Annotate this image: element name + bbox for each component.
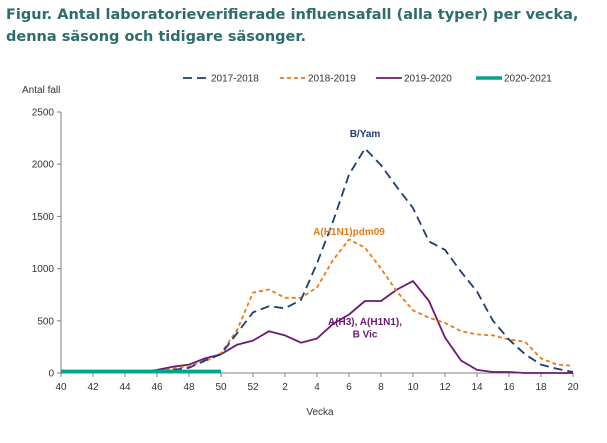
legend-label-2020-2021: 2020-2021 — [504, 74, 552, 85]
y-axis-ticks: 0 500 1000 1500 2000 2500 — [32, 108, 61, 380]
y-tick-label: 1500 — [32, 212, 55, 223]
legend-label-2018-2019: 2018-2019 — [308, 74, 356, 85]
x-tick-label: 10 — [407, 382, 419, 393]
x-tick-label: 14 — [471, 382, 483, 393]
y-tick-label: 0 — [48, 369, 54, 380]
x-tick-label: 42 — [87, 382, 99, 393]
series-line-2019-2020 — [61, 280, 573, 374]
legend: 2017-2018 2018-2019 2019-2020 2020-2021 — [183, 74, 552, 85]
x-tick-label: 8 — [378, 382, 384, 393]
y-axis-label: Antal fall — [22, 85, 60, 96]
x-tick-label: 40 — [55, 382, 67, 393]
x-tick-label: 16 — [503, 382, 515, 393]
annotation-label: A(H1N1)pdm09 — [313, 227, 385, 238]
x-tick-label: 2 — [282, 382, 288, 393]
x-axis-ticks: 40 42 44 46 48 50 52 2 4 6 8 10 12 14 16 18 20 — [55, 373, 579, 393]
x-tick-label: 48 — [183, 382, 195, 393]
x-tick-label: 6 — [346, 382, 352, 393]
y-tick-label: 500 — [37, 316, 54, 327]
legend-label-2017-2018: 2017-2018 — [211, 74, 259, 85]
x-tick-label: 46 — [151, 382, 163, 393]
x-tick-label: 50 — [215, 382, 227, 393]
x-tick-label: 52 — [247, 382, 259, 393]
y-tick-label: 2500 — [32, 108, 55, 119]
x-tick-label: 18 — [535, 382, 547, 393]
annotation-label: B/Yam — [350, 129, 381, 140]
legend-label-2019-2020: 2019-2020 — [404, 74, 452, 85]
x-tick-label: 12 — [439, 382, 451, 393]
annotation-label: A(H3), A(H1N1), — [328, 317, 402, 328]
series-layer — [61, 147, 574, 374]
y-tick-label: 1000 — [32, 264, 55, 275]
x-tick-label: 44 — [119, 382, 131, 393]
x-axis-label: Vecka — [306, 407, 334, 418]
y-tick-label: 2000 — [32, 160, 55, 171]
figure-title: Figur. Antal laboratorieverifierade infl… — [6, 7, 579, 45]
series-line-2018-2019 — [61, 238, 574, 373]
annotations: B/Yam A(H1N1)pdm09 A(H3), A(H1N1), B Vic — [313, 129, 402, 340]
annotation-label: B Vic — [353, 330, 378, 341]
x-tick-label: 20 — [567, 382, 579, 393]
x-tick-label: 4 — [314, 382, 320, 393]
